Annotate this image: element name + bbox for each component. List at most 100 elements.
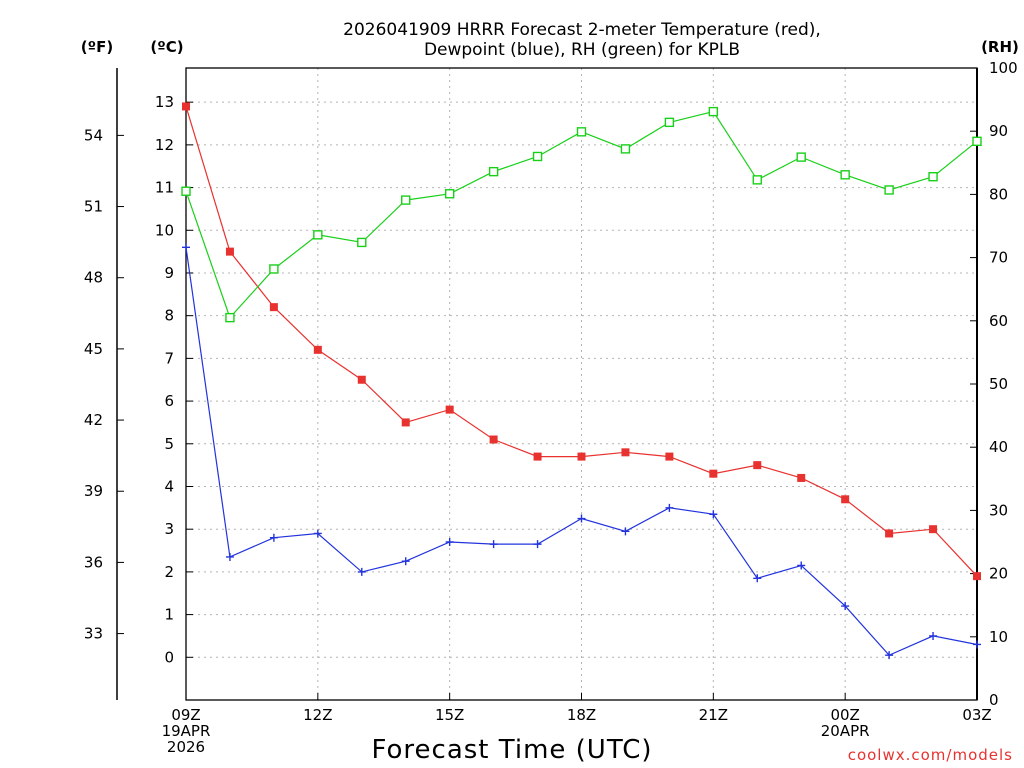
dewpoint-point — [357, 567, 366, 576]
fahrenheit-tick-label: 36 — [84, 553, 103, 571]
temperature-point — [929, 525, 938, 534]
celsius-tick-label: 11 — [155, 179, 174, 197]
rh-tick-label: 60 — [989, 312, 1008, 330]
rh-point — [225, 312, 235, 323]
temperature-point — [665, 452, 674, 461]
rh-point — [532, 151, 543, 162]
dewpoint-point — [621, 527, 630, 536]
dewpoint-point — [665, 503, 674, 512]
x-tick-label: 15Z — [435, 706, 464, 724]
temperature-point — [401, 418, 410, 427]
temperature-point — [445, 405, 454, 414]
rh-tick-label: 20 — [989, 565, 1008, 583]
celsius-tick-label: 3 — [164, 520, 174, 538]
temperature-point — [797, 473, 806, 482]
dewpoint-point — [445, 538, 454, 546]
dewpoint-point — [269, 533, 278, 542]
rh-tick-label: 40 — [989, 438, 1008, 456]
celsius-tick-label: 10 — [155, 221, 174, 239]
celsius-tick-label: 6 — [164, 392, 174, 410]
dewpoint-point — [929, 631, 938, 640]
fahrenheit-unit-label: (ºF) — [81, 38, 113, 56]
temperature-point — [269, 303, 278, 312]
celsius-tick-label: 5 — [164, 435, 174, 453]
temperature-point — [973, 572, 981, 581]
fahrenheit-tick-label: 45 — [84, 340, 103, 358]
rh-unit-label: (RH) — [981, 38, 1019, 56]
dewpoint-point — [533, 540, 542, 549]
rh-point — [269, 264, 279, 274]
dewpoint-point — [182, 243, 190, 252]
temperature-point — [182, 102, 190, 111]
celsius-tick-label: 0 — [164, 648, 174, 666]
rh-tick-label: 10 — [989, 628, 1008, 646]
plot-frame — [185, 67, 978, 701]
x-tick-label: 2026 — [167, 738, 205, 756]
fahrenheit-tick-label: 54 — [84, 126, 103, 144]
dewpoint-point — [797, 561, 806, 570]
dewpoint-point — [489, 540, 498, 549]
celsius-tick-label: 7 — [164, 349, 174, 367]
x-axis-title: Forecast Time (UTC) — [371, 735, 652, 765]
dewpoint-point — [973, 640, 981, 649]
fahrenheit-tick-label: 48 — [84, 269, 103, 287]
x-tick-label: 09Z — [171, 706, 200, 724]
temperature-point — [885, 529, 894, 538]
rh-tick-label: 90 — [989, 122, 1008, 140]
rh-point — [401, 195, 411, 205]
x-tick-label: 12Z — [303, 706, 332, 724]
rh-line — [185, 110, 978, 319]
celsius-tick-label: 4 — [164, 477, 174, 495]
rh-point — [488, 166, 499, 177]
dewpoint-point — [709, 510, 718, 519]
rh-point — [181, 186, 191, 196]
credit-link[interactable]: coolwx.com/models — [848, 746, 1013, 764]
rh-tick-label: 80 — [989, 185, 1008, 203]
fahrenheit-tick-label: 33 — [84, 625, 103, 643]
temperature-point — [489, 435, 498, 444]
x-tick-label: 03Z — [962, 706, 991, 724]
temperature-point — [753, 461, 762, 470]
temperature-point — [313, 345, 322, 354]
fahrenheit-tick-label: 42 — [84, 411, 103, 429]
rh-tick-label: 100 — [989, 59, 1018, 77]
rh-point — [313, 230, 323, 240]
celsius-tick-label: 13 — [155, 93, 174, 111]
x-tick-label: 18Z — [567, 706, 596, 724]
x-tick-label: 19APR — [162, 722, 211, 740]
x-tick-label: 00Z — [830, 706, 859, 724]
temperature-point — [621, 448, 630, 457]
dewpoint-point — [225, 552, 234, 561]
temperature-point — [577, 452, 586, 461]
rh-point — [928, 172, 938, 182]
celsius-tick-label: 8 — [164, 307, 174, 325]
temperature-point — [709, 469, 718, 478]
dewpoint-point — [841, 602, 850, 611]
rh-point — [357, 237, 367, 248]
rh-point — [576, 127, 587, 137]
fahrenheit-tick-label: 39 — [84, 482, 103, 500]
rh-point — [972, 136, 982, 147]
x-tick-label: 20APR — [821, 722, 870, 740]
grid-lines — [185, 68, 978, 700]
temperature-point — [841, 495, 850, 504]
temperature-point — [533, 452, 542, 461]
rh-point — [752, 175, 762, 185]
rh-tick-label: 70 — [989, 249, 1008, 267]
celsius-tick-label: 2 — [164, 563, 174, 581]
dewpoint-point — [753, 574, 762, 583]
rh-tick-label: 30 — [989, 501, 1008, 519]
celsius-tick-label: 1 — [164, 606, 174, 624]
rh-point — [796, 152, 806, 162]
dewpoint-point — [885, 651, 894, 660]
rh-tick-label: 0 — [989, 691, 999, 709]
rh-point — [664, 117, 675, 128]
temperature-point — [357, 375, 366, 384]
rh-point — [444, 189, 455, 199]
fahrenheit-tick-label: 51 — [84, 198, 103, 216]
rh-point — [620, 144, 631, 154]
x-tick-label: 21Z — [699, 706, 728, 724]
celsius-unit-label: (ºC) — [150, 38, 183, 56]
celsius-tick-label: 12 — [155, 136, 174, 154]
